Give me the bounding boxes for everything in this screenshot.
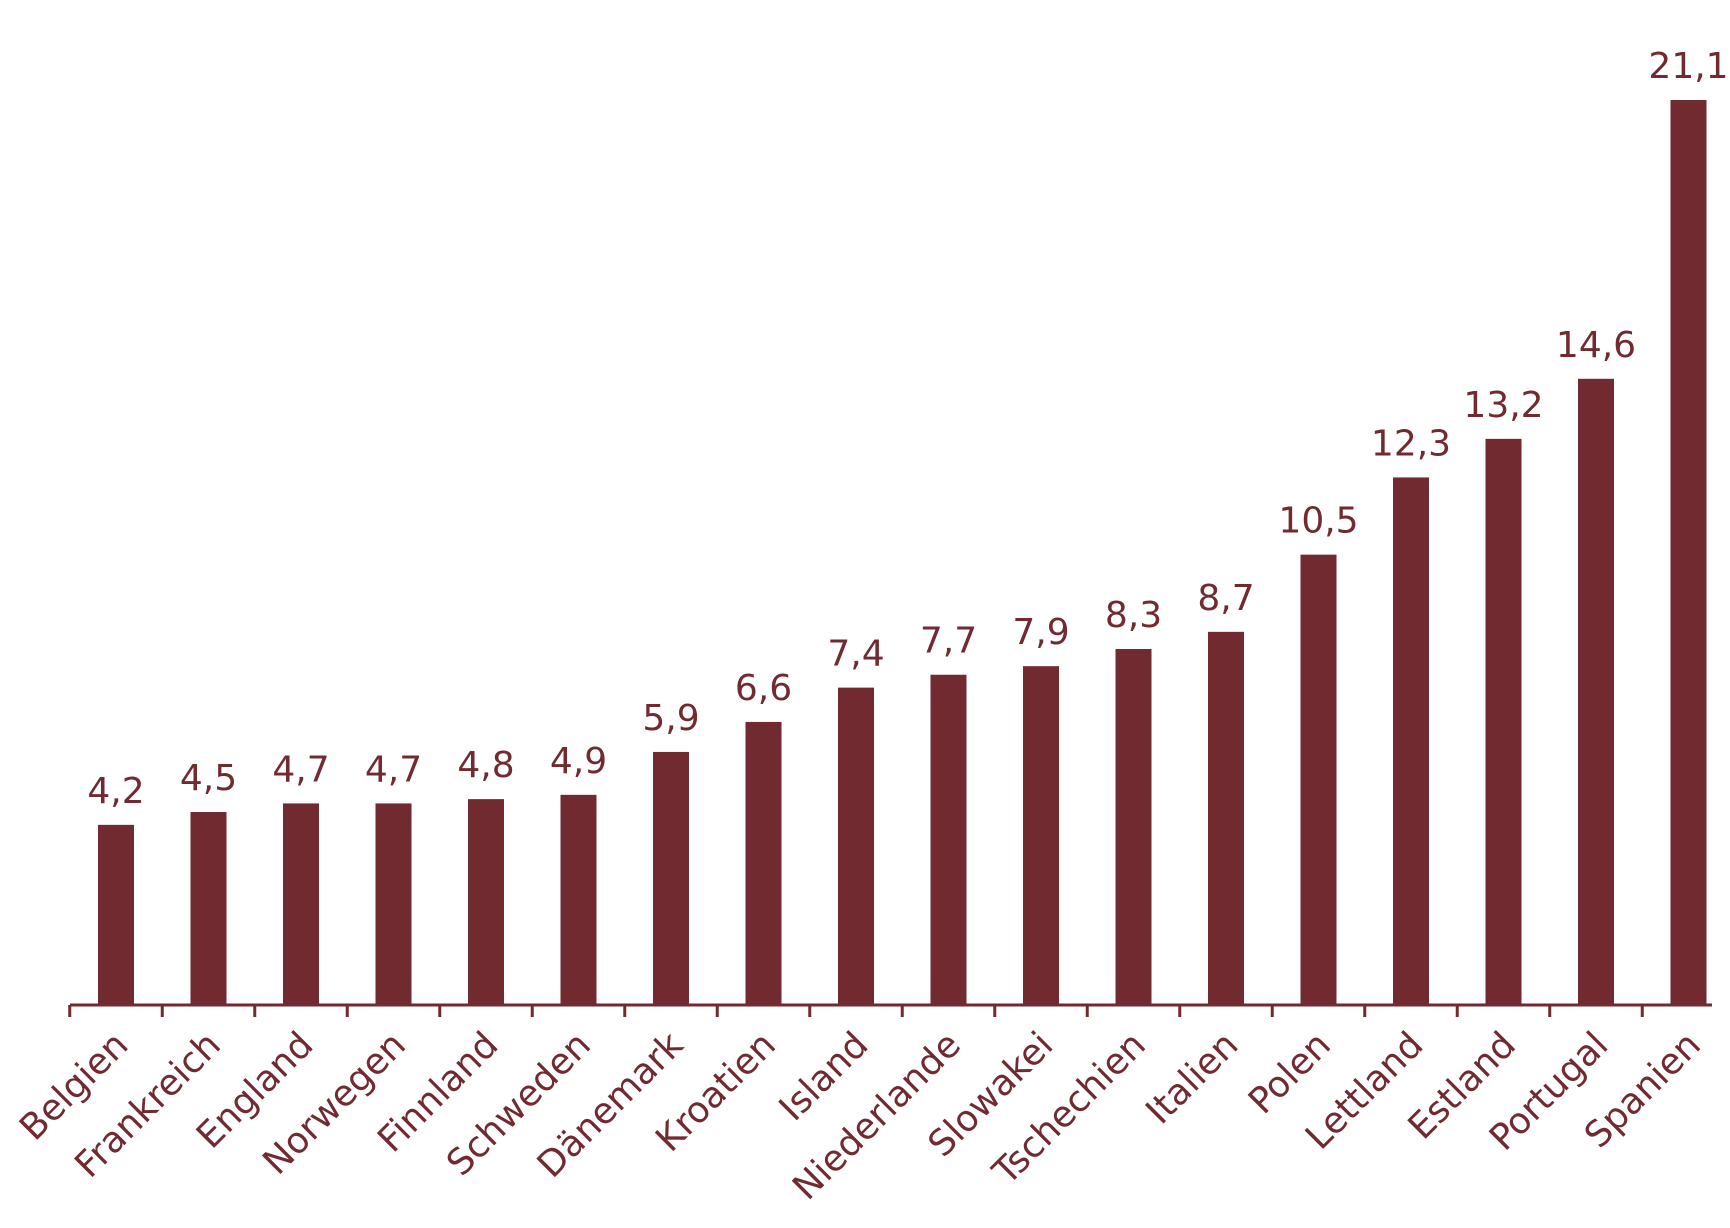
value-label: 4,7 bbox=[365, 749, 422, 790]
value-label: 6,6 bbox=[735, 668, 792, 709]
tick-labels-group: BelgienFrankreichEnglandNorwegenFinnland… bbox=[12, 1024, 1709, 1208]
value-label: 10,5 bbox=[1278, 501, 1358, 542]
x-axis bbox=[68, 1003, 1712, 1017]
bars-group bbox=[98, 100, 1707, 1005]
bar-kroatien bbox=[745, 721, 782, 1005]
value-label: 7,7 bbox=[920, 621, 977, 662]
bar-spanien bbox=[1670, 100, 1707, 1005]
bar-lettland bbox=[1393, 477, 1429, 1005]
value-label: 4,7 bbox=[272, 749, 329, 790]
value-label: 7,4 bbox=[827, 634, 884, 675]
value-label: 13,2 bbox=[1463, 385, 1543, 426]
value-label: 4,5 bbox=[180, 758, 237, 799]
value-label: 21,1 bbox=[1648, 46, 1728, 87]
bar-frankreich bbox=[190, 811, 227, 1005]
value-label: 4,8 bbox=[457, 745, 514, 786]
bar-finnland bbox=[468, 799, 504, 1005]
bar-portugal bbox=[1578, 378, 1614, 1005]
bar-norwegen bbox=[375, 803, 412, 1005]
bar-niederlande bbox=[930, 674, 967, 1005]
bar-estland bbox=[1485, 438, 1522, 1005]
value-labels-group: 4,2 4,5 4,7 4,7 4,8 4,9 5,9 6,6 7,4 7,7 7,9 8,3 8,7 1… bbox=[87, 46, 1728, 812]
value-label: 7,9 bbox=[1012, 612, 1069, 653]
bar-tschechien bbox=[1115, 649, 1152, 1005]
x-tick-label: Italien bbox=[1138, 1024, 1246, 1132]
bar-italien bbox=[1208, 631, 1244, 1005]
value-label: 4,9 bbox=[550, 741, 607, 782]
bar-schweden bbox=[560, 794, 597, 1005]
value-label: 14,6 bbox=[1556, 325, 1636, 366]
value-label: 5,9 bbox=[642, 698, 699, 739]
bar-island bbox=[838, 687, 874, 1005]
value-label: 8,3 bbox=[1105, 595, 1162, 636]
bar-polen bbox=[1300, 554, 1337, 1005]
bar-england bbox=[283, 803, 319, 1005]
value-label: 4,2 bbox=[87, 771, 144, 812]
bar-slowakei bbox=[1023, 666, 1059, 1005]
bar-dänemark bbox=[653, 751, 689, 1005]
bar-belgien bbox=[98, 824, 134, 1005]
value-label: 8,7 bbox=[1197, 578, 1254, 619]
value-label: 12,3 bbox=[1371, 423, 1451, 464]
